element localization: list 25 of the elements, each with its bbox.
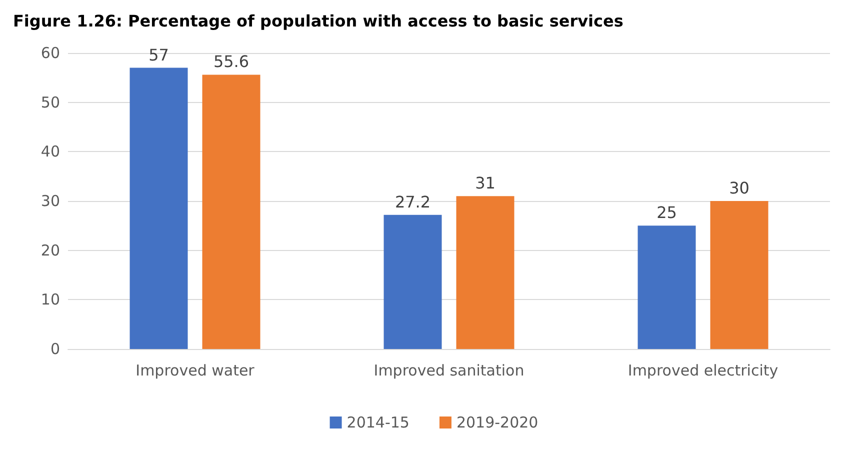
- y-tick-label: 20: [40, 241, 60, 260]
- bar: [130, 68, 188, 349]
- data-label: 30: [729, 178, 750, 198]
- data-label: 27.2: [394, 192, 431, 212]
- y-tick-label: 10: [40, 290, 60, 309]
- chart-title: Figure 1.26: Percentage of population with access to basic services: [13, 12, 624, 30]
- bar: [384, 214, 442, 349]
- y-tick-label: 60: [40, 44, 60, 62]
- bar: [638, 226, 696, 349]
- bar: [202, 74, 260, 349]
- x-tick-label: Improved sanitation: [374, 362, 524, 380]
- data-label: 57: [148, 45, 169, 64]
- legend-label: 2019-2020: [456, 414, 538, 432]
- bar: [456, 196, 514, 349]
- x-tick-label: Improved electricity: [628, 362, 778, 380]
- y-tick-label: 0: [50, 340, 60, 358]
- data-label: 55.6: [213, 52, 250, 72]
- y-tick-label: 30: [40, 192, 60, 210]
- bar: [710, 201, 768, 349]
- x-tick-label: Improved water: [136, 362, 256, 380]
- data-label: 31: [475, 174, 496, 193]
- y-tick-label: 50: [40, 93, 60, 112]
- data-label: 25: [656, 203, 677, 222]
- legend-label: 2014-15: [346, 414, 410, 432]
- y-tick-label: 40: [40, 142, 60, 161]
